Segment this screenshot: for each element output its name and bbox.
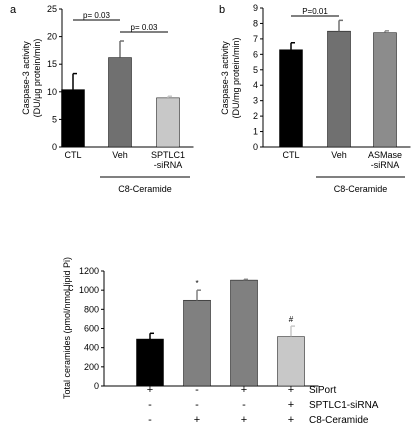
- panel-c-bar-0: [136, 338, 164, 387]
- panel-b-letter: b: [219, 4, 225, 16]
- panel-c-condition-sign: +: [241, 384, 247, 396]
- panel-c-condition-label-1: SPTLC1-siRNA: [309, 400, 379, 411]
- panel-c-condition-sign: -: [242, 399, 246, 411]
- panel-a-tick-label: 15: [47, 59, 57, 69]
- panel-c-tick-label: 200: [84, 362, 99, 372]
- panel-c-bar-2: [230, 279, 258, 387]
- panel-c-condition-sign: -: [148, 399, 152, 411]
- panel-c-condition-sign: +: [147, 384, 153, 396]
- panel-a-significance-label-1: p= 0.03: [131, 23, 158, 32]
- panel-a-significance-label-0: p= 0.03: [83, 11, 110, 20]
- panel-b-tick-label: 9: [253, 3, 258, 13]
- panel-c-condition-label-0: SiPort: [309, 385, 336, 396]
- panel-a-bar-2: [156, 97, 180, 148]
- panel-a-category-label-1: Veh: [112, 150, 128, 160]
- panel-a-bar-1: [108, 57, 132, 148]
- panel-c-tick-label: 1000: [79, 285, 99, 295]
- panel-c-letter: c: [68, 282, 74, 294]
- panel-a-tick-label: 0: [52, 142, 57, 152]
- panel-c-annotation-1: *: [195, 279, 198, 288]
- panel-c-bar-3: [277, 336, 305, 387]
- panel-b-category-label-1: Veh: [331, 150, 347, 160]
- panel-c-tick-label: 800: [84, 304, 99, 314]
- panel-c-tick-label: 1200: [79, 266, 99, 276]
- panel-c-condition-label-2: C8-Ceramide: [309, 415, 369, 426]
- panel-b-tick-label: 4: [253, 80, 258, 90]
- panel-b-tick-label: 6: [253, 49, 258, 59]
- panel-b-bar-1: [327, 30, 351, 148]
- panel-b-tick-label: 3: [253, 96, 258, 106]
- panel-c-condition-sign: -: [195, 384, 199, 396]
- panel-b-category-label-2: ASMase -siRNA: [368, 150, 402, 170]
- panel-a-y-axis-label: Caspase-3 activity(DU/µg protein/min): [21, 39, 42, 118]
- panel-b-significance-label-0: P=0.01: [302, 7, 328, 16]
- panel-b-tick-label: 8: [253, 18, 258, 28]
- panel-a-tick-label: 25: [47, 4, 57, 14]
- panel-a-letter: a: [10, 4, 17, 16]
- panel-c-condition-sign: -: [148, 414, 152, 426]
- panel-b-tick-label: 5: [253, 65, 258, 75]
- panel-b-tick-label: 7: [253, 34, 258, 44]
- panel-b-y-axis-label: Caspase-3 activity(DU/mg protein/min): [220, 37, 241, 118]
- panel-c-condition-sign: +: [288, 414, 294, 426]
- panel-b-tick-label: 0: [253, 142, 258, 152]
- panel-b-tick-label: 2: [253, 111, 258, 121]
- panel-b-tick-label: 1: [253, 127, 258, 137]
- panel-a-tick-label: 10: [47, 87, 57, 97]
- panel-a-group-label: C8-Ceramide: [118, 184, 172, 194]
- panel-b-group-label: C8-Ceramide: [334, 184, 388, 194]
- panel-a-category-label-2: SPTLC1 -siRNA: [151, 150, 185, 170]
- panel-c-condition-sign: +: [194, 414, 200, 426]
- panel-c-tick-label: 0: [94, 381, 99, 391]
- panel-b-category-label-0: CTL: [282, 150, 299, 160]
- panel-a-category-label-0: CTL: [64, 150, 81, 160]
- panel-a-bar-0: [61, 89, 85, 148]
- panel-b-bar-2: [373, 32, 397, 148]
- panel-c-condition-sign: +: [241, 414, 247, 426]
- panel-a-tick-label: 5: [52, 114, 57, 124]
- panel-c-condition-sign: -: [195, 399, 199, 411]
- panel-c-bar-1: [183, 299, 211, 387]
- panel-c-condition-sign: +: [288, 384, 294, 396]
- panel-c-condition-sign: +: [288, 399, 294, 411]
- panel-c-tick-label: 600: [84, 324, 99, 334]
- panel-c-tick-label: 400: [84, 343, 99, 353]
- panel-c-y-axis-label: Total ceramides (pmol/nmol lipid Pi): [62, 257, 72, 399]
- panel-c-annotation-3: #: [289, 315, 294, 324]
- panel-b-bar-0: [279, 49, 303, 148]
- panel-a-tick-label: 20: [47, 32, 57, 42]
